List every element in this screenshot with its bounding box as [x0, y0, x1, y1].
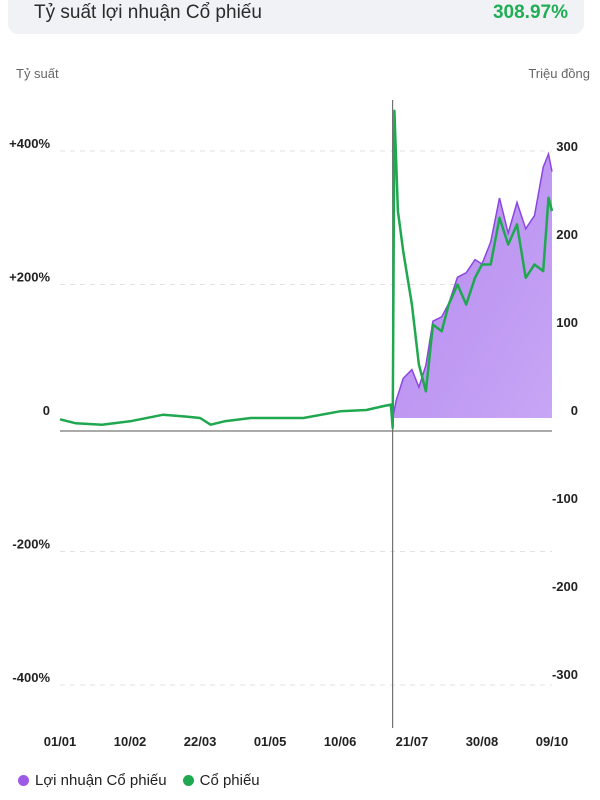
legend-dot-profit	[18, 775, 29, 786]
legend-item-stock[interactable]: Cổ phiếu	[182, 772, 260, 789]
right-tick-label: 100	[556, 315, 578, 330]
x-tick-label: 30/08	[466, 734, 499, 749]
x-tick-label: 09/10	[536, 734, 569, 749]
legend-item-profit[interactable]: Lợi nhuận Cổ phiếu	[18, 772, 167, 789]
left-axis-title: Tỷ suất	[16, 66, 59, 81]
x-tick-label: 22/03	[184, 734, 217, 749]
legend-dot-stock	[182, 775, 194, 786]
total-return-value: 308.97%	[492, 2, 568, 23]
return-chart[interactable]: +400% +200% 0 -200% -400% 300 200 100 0 -100 -200 -…	[0, 0, 600, 770]
header-card: Tỷ suất lợi nhuận Cổ phiếu 308.97%	[8, 0, 584, 34]
x-tick-label: 01/01	[44, 734, 77, 749]
x-tick-label: 21/07	[396, 734, 429, 749]
left-tick-label: 0	[43, 403, 50, 418]
right-tick-label: -100	[552, 491, 578, 506]
right-axis-title: Triệu đồng	[528, 66, 590, 81]
left-tick-label: -200%	[12, 537, 50, 552]
right-tick-label: -200	[552, 579, 578, 594]
right-tick-label: 0	[571, 403, 578, 418]
x-tick-label: 10/02	[114, 734, 147, 749]
x-tick-label: 01/05	[254, 734, 287, 749]
left-tick-label: +400%	[9, 136, 50, 151]
profit-area-line	[391, 151, 553, 419]
legend-label-stock: Cổ phiếu	[199, 772, 260, 789]
stock-line	[59, 109, 554, 430]
legend-label-profit: Lợi nhuận Cổ phiếu	[35, 772, 167, 789]
right-tick-label: 200	[556, 227, 578, 242]
left-tick-label: -400%	[12, 670, 50, 685]
legend: Lợi nhuận Cổ phiếu Cổ phiếu	[18, 772, 276, 789]
x-tick-label: 10/06	[324, 734, 357, 749]
left-tick-label: +200%	[9, 270, 50, 285]
header-title: Tỷ suất lợi nhuận Cổ phiếu	[34, 2, 262, 23]
right-tick-label: -300	[552, 667, 578, 682]
right-tick-label: 300	[556, 139, 578, 154]
